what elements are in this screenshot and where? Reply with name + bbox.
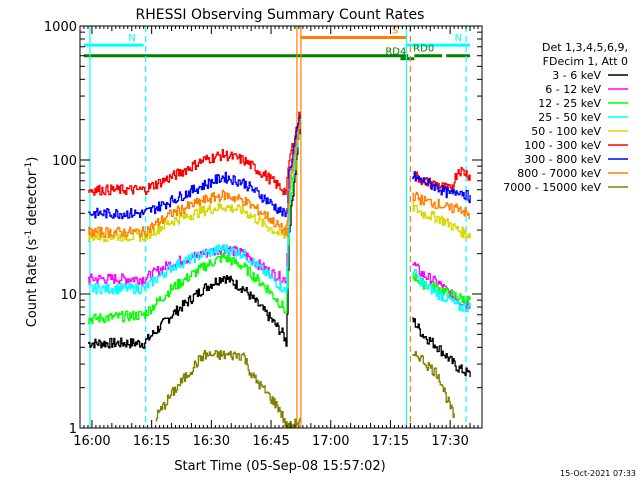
x-axis-ticks: 16:00 16:15 16:30 16:45 17:00 17:15 17:30 [73,26,483,449]
legend-entry: 50 - 100 keV [531,125,601,138]
series-line [88,114,471,220]
vertical-markers [89,26,467,428]
x-tick-label: 16:00 [73,434,110,449]
timestamp-label: 15-Oct-2021 07:33 [560,469,636,478]
legend-entry: 3 - 6 keV [552,69,601,82]
series-line [88,111,471,196]
series-line [88,120,471,239]
legend-header: Det 1,3,4,5,6,9, [542,41,628,54]
y-tick-label: 100 [52,154,77,169]
legend: Det 1,3,4,5,6,9,FDecim 1, Att 03 - 6 keV… [503,41,628,194]
x-tick-label: 17:30 [431,434,468,449]
x-tick-label: 16:45 [252,434,289,449]
series-line [155,349,455,429]
series-line [88,121,471,313]
x-tick-label: 17:15 [372,434,409,449]
y-axis-ticks: 1 10 100 1000 [44,20,482,437]
series-line [88,117,471,378]
legend-entry: 800 - 7000 keV [517,167,601,180]
y-axis-label: Count Rate (s-1 detector-1) [24,157,40,328]
legend-entry: 7000 - 15000 keV [503,181,601,194]
state-bars: N N S RD4 RD0 [83,26,471,61]
legend-header: FDecim 1, Att 0 [543,55,628,68]
state-bar-label: S [392,26,398,37]
legend-entry: 6 - 12 keV [545,83,601,96]
state-bar-label: RD4 [385,47,406,58]
state-bar-label: N [455,33,462,44]
legend-entry: 12 - 25 keV [538,97,601,110]
state-bar-label: N [128,33,135,44]
y-tick-label: 10 [60,288,77,303]
x-tick-label: 16:30 [193,434,230,449]
y-tick-label: 1 [69,422,77,437]
legend-entry: 100 - 300 keV [524,139,601,152]
plot-frame [79,25,483,429]
x-axis-label: Start Time (05-Sep-08 15:57:02) [174,459,385,474]
series-group [88,111,471,429]
legend-entry: 25 - 50 keV [538,111,601,124]
legend-entry: 300 - 800 keV [524,153,601,166]
y-tick-label: 1000 [44,20,77,35]
state-bar-label: RD0 [413,44,434,55]
x-tick-label: 17:00 [312,434,349,449]
chart-title: RHESSI Observing Summary Count Rates [136,7,425,23]
x-tick-label: 16:15 [133,434,170,449]
